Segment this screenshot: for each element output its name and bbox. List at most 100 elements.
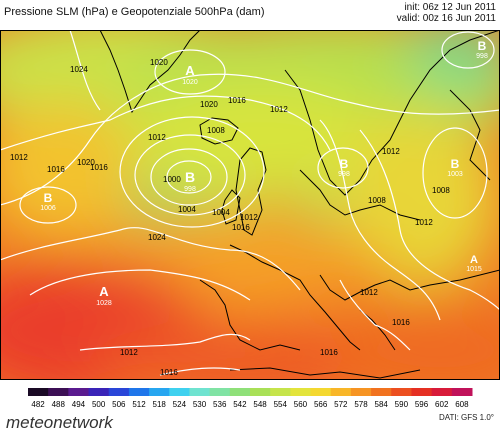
high-pressure-center: A 1015 xyxy=(466,254,482,273)
isobar-label: 1008 xyxy=(432,186,450,195)
scale-swatch xyxy=(48,388,69,396)
scale-label: 572 xyxy=(334,400,348,409)
scale-swatch xyxy=(149,388,170,396)
svg-text:1006: 1006 xyxy=(40,205,56,212)
high-pressure-center: A 1028 xyxy=(96,284,112,307)
svg-text:B: B xyxy=(478,39,487,53)
scale-swatch xyxy=(108,388,130,396)
low-pressure-center: B 1003 xyxy=(447,157,463,178)
scale-label: 536 xyxy=(213,400,227,409)
data-source: DATI: GFS 1.0° xyxy=(438,413,494,422)
isobar-label: 1024 xyxy=(148,233,166,242)
scale-label: 518 xyxy=(153,400,167,409)
scale-swatch xyxy=(371,388,392,396)
svg-text:B: B xyxy=(44,191,53,205)
svg-text:1003: 1003 xyxy=(447,171,463,178)
brand-logo: meteonetwork xyxy=(6,413,113,432)
isobar-label: 1020 xyxy=(200,100,218,109)
scale-label: 608 xyxy=(455,400,469,409)
scale-swatch xyxy=(330,388,352,396)
isobar-label: 1024 xyxy=(70,65,88,74)
isobar-label: 1012 xyxy=(10,153,28,162)
scale-label: 482 xyxy=(31,400,45,409)
scale-swatch xyxy=(411,388,433,396)
init-time: init: 06z 12 Jun 2011 xyxy=(404,2,496,13)
map-title: Pressione SLM (hPa) e Geopotenziale 500h… xyxy=(4,6,265,18)
scale-swatch xyxy=(68,388,90,396)
svg-text:998: 998 xyxy=(338,171,350,178)
scale-swatch xyxy=(169,388,190,396)
scale-swatch xyxy=(250,388,271,396)
svg-text:998: 998 xyxy=(184,186,196,193)
svg-text:B: B xyxy=(185,169,195,185)
isobar-labels: 1020 1024 1020 1016 1012 1008 1004 1000 … xyxy=(10,58,450,377)
scale-swatch xyxy=(391,388,412,396)
isobar-label: 1020 xyxy=(77,158,95,167)
isobar-label: 1004 xyxy=(212,208,230,217)
isobar-label: 1016 xyxy=(90,163,108,172)
scale-swatch xyxy=(128,388,150,396)
isobar-label: 1000 xyxy=(163,175,181,184)
scale-label: 506 xyxy=(112,400,126,409)
svg-text:1020: 1020 xyxy=(182,79,198,86)
scale-label: 590 xyxy=(395,400,409,409)
isobar-label: 1012 xyxy=(415,218,433,227)
low-pressure-center: B 998 xyxy=(338,157,350,178)
isobar-label: 1016 xyxy=(47,165,65,174)
color-scale: 482 488 494 500 506 512 518 524 530 536 542 548 554 5… xyxy=(28,388,473,409)
svg-text:B: B xyxy=(451,157,460,171)
isobar-label: 1004 xyxy=(178,205,196,214)
scale-swatch xyxy=(189,388,211,396)
scale-label: 542 xyxy=(233,400,247,409)
scale-label: 494 xyxy=(72,400,86,409)
scale-label: 560 xyxy=(294,400,308,409)
scale-swatches xyxy=(28,388,473,396)
isobar-label: 1008 xyxy=(368,196,386,205)
isobar-label: 1012 xyxy=(360,288,378,297)
scale-labels: 482 488 494 500 506 512 518 524 530 536 542 548 554 5… xyxy=(31,400,469,409)
low-pressure-center: B 1006 xyxy=(40,191,56,212)
scale-label: 566 xyxy=(314,400,328,409)
scale-label: 554 xyxy=(274,400,288,409)
scale-swatch xyxy=(451,388,473,396)
isobars xyxy=(0,30,500,376)
isobar-label: 1012 xyxy=(270,105,288,114)
svg-text:B: B xyxy=(340,157,349,171)
scale-swatch xyxy=(290,388,312,396)
scale-swatch xyxy=(28,388,49,396)
isobar-label: 1016 xyxy=(320,348,338,357)
isobar-label: 1020 xyxy=(150,58,168,67)
isobar-label: 1012 xyxy=(148,133,166,142)
isobar-label: 1008 xyxy=(207,126,225,135)
scale-swatch xyxy=(270,388,291,396)
geopotential-shading xyxy=(0,30,500,380)
scale-swatch xyxy=(350,388,372,396)
high-pressure-center: A 1020 xyxy=(182,63,198,86)
scale-label: 602 xyxy=(435,400,449,409)
scale-label: 584 xyxy=(375,400,389,409)
isobar-label: 1012 xyxy=(120,348,138,357)
scale-label: 530 xyxy=(193,400,207,409)
scale-label: 578 xyxy=(354,400,368,409)
scale-label: 524 xyxy=(173,400,187,409)
scale-swatch xyxy=(229,388,251,396)
scale-label: 548 xyxy=(253,400,267,409)
scale-swatch xyxy=(310,388,332,396)
weather-map: 1020 1024 1020 1016 1012 1008 1004 1000 … xyxy=(0,30,500,380)
isobar-label: 1016 xyxy=(228,96,246,105)
svg-text:A: A xyxy=(99,284,109,299)
isobar-label: 1016 xyxy=(232,223,250,232)
svg-text:998: 998 xyxy=(476,53,488,60)
scale-swatch xyxy=(88,388,110,396)
svg-text:1015: 1015 xyxy=(466,266,482,273)
run-info: init: 06z 12 Jun 2011 valid: 00z 16 Jun … xyxy=(397,2,496,24)
scale-label: 596 xyxy=(415,400,429,409)
isobar-label: 1016 xyxy=(160,368,178,377)
scale-swatch xyxy=(209,388,231,396)
pressure-centers: A 1020 B 998 B 1006 A 1028 B 998 B 1003 xyxy=(40,39,488,307)
isobar-label: 1012 xyxy=(382,147,400,156)
isobar-label: 1012 xyxy=(240,213,258,222)
svg-text:A: A xyxy=(185,63,195,78)
scale-label: 488 xyxy=(52,400,66,409)
valid-time: valid: 00z 16 Jun 2011 xyxy=(396,13,496,24)
